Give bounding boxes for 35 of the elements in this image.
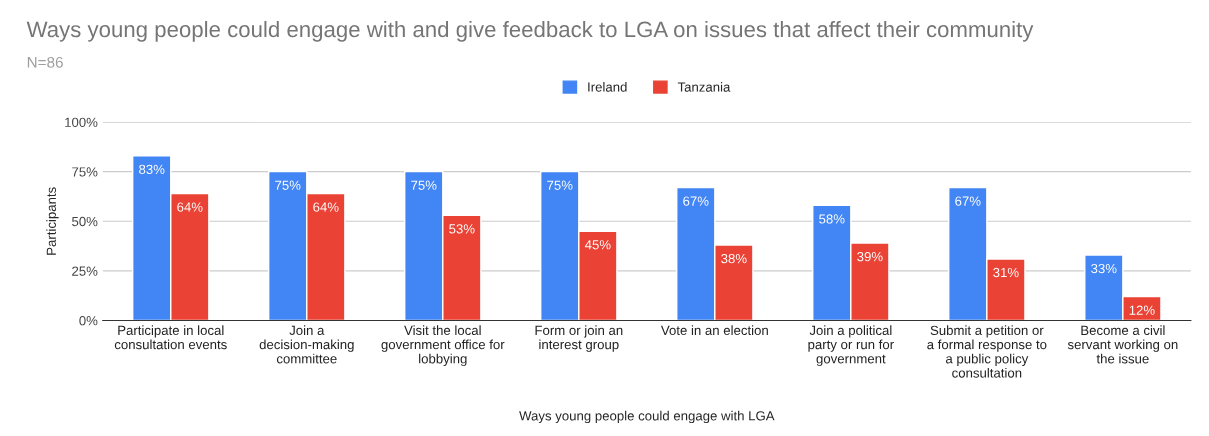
chart-title: Ways young people could engage with and give feedback to LGA on issues that affect their community bbox=[26, 20, 1034, 42]
legend-label: Ireland bbox=[588, 82, 627, 92]
x-tick-label: Form or join an interest group bbox=[535, 325, 623, 352]
data-label: 45% bbox=[584, 240, 611, 250]
x-tick-label: Vote in an election bbox=[660, 325, 768, 336]
y-tick-label: 25% bbox=[72, 266, 98, 276]
y-tick-label: 0% bbox=[79, 316, 98, 326]
x-tick-label: Participate in local consultation events bbox=[114, 325, 227, 350]
x-tick-label: Visit the local government office for lobbying bbox=[381, 325, 505, 367]
data-label: 31% bbox=[993, 267, 1019, 278]
data-label: 58% bbox=[819, 214, 845, 224]
y-tick-label: 50% bbox=[72, 216, 98, 227]
data-label: 75% bbox=[547, 180, 573, 190]
y-axis-title: Participants bbox=[46, 187, 59, 255]
data-label: 67% bbox=[683, 196, 709, 206]
data-label: 53% bbox=[449, 224, 475, 234]
x-tick-label: Become a civil servant working on the issue bbox=[1067, 325, 1178, 364]
chart-subtitle: N=86 bbox=[27, 56, 63, 68]
data-label: 75% bbox=[275, 180, 301, 190]
x-tick-label: Join a decision-making committee bbox=[259, 325, 354, 364]
data-label: 83% bbox=[139, 164, 165, 175]
legend-label: Tanzania bbox=[677, 82, 731, 92]
data-label: 75% bbox=[411, 180, 437, 190]
data-label: 64% bbox=[313, 202, 339, 212]
data-label: 64% bbox=[177, 202, 203, 212]
y-tick-label: 75% bbox=[72, 167, 98, 177]
x-tick-label: Submit a petition or a formal response to a public policy consultation bbox=[927, 325, 1047, 378]
y-tick-label: 100% bbox=[65, 117, 98, 127]
x-axis-title: Ways young people could engage with LGA bbox=[519, 410, 775, 424]
data-label: 39% bbox=[857, 251, 883, 262]
data-label: 33% bbox=[1091, 263, 1117, 274]
data-label: 12% bbox=[1129, 305, 1155, 315]
data-label: 38% bbox=[721, 253, 747, 264]
x-tick-label: Join a political party or run for government bbox=[808, 325, 894, 367]
data-label: 67% bbox=[955, 196, 981, 206]
